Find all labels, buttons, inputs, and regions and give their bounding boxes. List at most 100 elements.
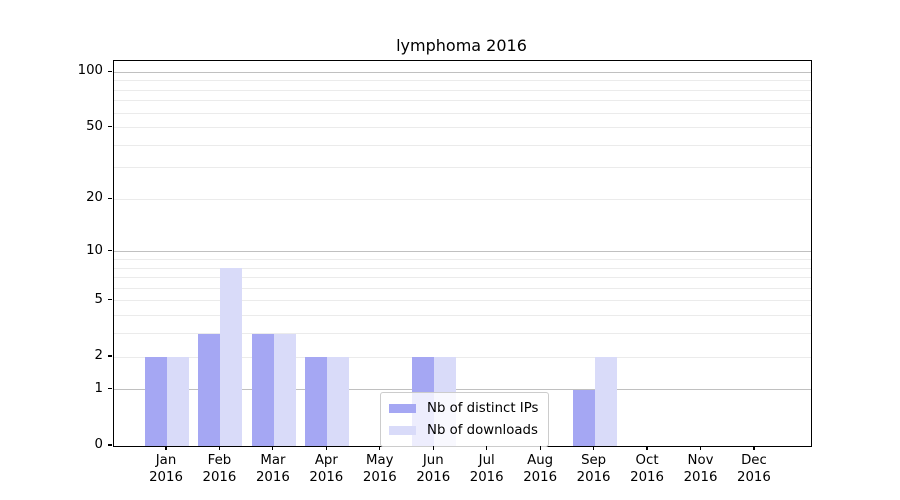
x-axis-tick-label-year: 2016 xyxy=(469,470,504,485)
gridline-minor xyxy=(114,259,811,261)
legend-label-nb-of-distinct-ips: Nb of distinct IPs xyxy=(427,401,539,416)
x-axis-tick-label-month: May xyxy=(366,453,394,468)
y-axis-tick-label: 2 xyxy=(94,348,103,364)
y-axis-tick-label: 100 xyxy=(77,63,103,79)
x-axis-tick-label: May 2016 xyxy=(348,452,412,486)
x-axis-tick-label: Jun 2016 xyxy=(401,452,465,486)
y-axis-tick-mark xyxy=(108,388,112,390)
x-axis-tick-label: Mar 2016 xyxy=(241,452,305,486)
gridline-minor xyxy=(114,356,811,358)
y-axis-tick-mark xyxy=(108,299,112,301)
gridline-minor xyxy=(114,287,811,289)
x-axis-tick-label: Jan 2016 xyxy=(134,452,198,486)
bar-nb-of-distinct-ips xyxy=(572,389,595,446)
gridline-minor xyxy=(114,315,811,317)
gridline-minor xyxy=(114,89,811,91)
y-axis-tick-label: 0 xyxy=(94,437,103,452)
legend-label-nb-of-downloads: Nb of downloads xyxy=(427,423,538,438)
bar-nb-of-distinct-ips xyxy=(305,357,328,446)
legend-entry-nb-of-distinct-ips: Nb of distinct IPs xyxy=(389,399,538,418)
legend-swatch-nb-of-downloads xyxy=(389,426,416,435)
y-axis-tick-mark xyxy=(108,70,112,72)
x-axis-tick-label-month: Feb xyxy=(207,453,232,468)
x-axis-tick-mark xyxy=(593,446,595,450)
x-axis-tick-mark xyxy=(272,446,274,450)
y-axis-tick-mark xyxy=(108,444,112,446)
bar-nb-of-downloads xyxy=(220,268,243,446)
x-axis-tick-label: Dec 2016 xyxy=(722,452,786,486)
y-axis-tick-label: 1 xyxy=(94,380,103,396)
y-axis-tick-label: 10 xyxy=(86,242,103,258)
gridline-minor xyxy=(114,267,811,269)
y-axis-tick-label: 50 xyxy=(86,118,103,134)
x-axis-tick-label: Oct 2016 xyxy=(615,452,679,486)
x-axis-tick-label-month: Jan xyxy=(155,453,177,468)
x-axis-tick-label-year: 2016 xyxy=(202,470,237,485)
x-axis-tick-mark xyxy=(753,446,755,450)
y-axis-tick-mark xyxy=(108,250,112,252)
bar-nb-of-downloads xyxy=(167,357,189,446)
x-axis-tick-label-month: Nov xyxy=(687,453,714,468)
x-axis-tick-label: Jul 2016 xyxy=(455,452,519,486)
x-axis-tick-label-year: 2016 xyxy=(416,470,451,485)
gridline-minor xyxy=(114,198,811,200)
gridline-minor xyxy=(114,277,811,279)
x-axis-tick-mark xyxy=(486,446,488,450)
gridline-minor xyxy=(114,333,811,335)
x-axis-tick-label-month: Oct xyxy=(635,453,659,468)
gridline-major xyxy=(114,251,811,253)
x-axis-tick-label-year: 2016 xyxy=(362,470,397,485)
x-axis-tick-label-year: 2016 xyxy=(576,470,611,485)
x-axis-tick-label-month: Apr xyxy=(314,453,338,468)
x-axis-tick-label-year: 2016 xyxy=(309,470,344,485)
x-axis-tick-mark xyxy=(646,446,648,450)
bar-nb-of-distinct-ips xyxy=(198,333,221,446)
x-axis-tick-label-month: Jul xyxy=(478,453,495,468)
gridline-major xyxy=(114,71,811,73)
x-axis-tick-label-month: Aug xyxy=(527,453,554,468)
legend-swatch-nb-of-distinct-ips xyxy=(389,404,416,413)
bar-nb-of-downloads xyxy=(594,357,617,446)
x-axis-tick-mark xyxy=(379,446,381,450)
plot-area: Nb of distinct IPs Nb of downloads xyxy=(113,60,812,447)
x-axis-tick-mark xyxy=(432,446,434,450)
x-axis-tick-mark xyxy=(218,446,221,450)
y-axis-tick-mark xyxy=(108,355,112,357)
x-axis-tick-label-year: 2016 xyxy=(683,470,718,485)
x-axis-tick-label-year: 2016 xyxy=(737,470,771,485)
y-axis-tick-mark xyxy=(108,197,112,199)
x-axis-tick-mark xyxy=(325,446,327,450)
gridline-minor xyxy=(114,100,811,102)
gridline-minor xyxy=(114,144,811,146)
x-axis-tick-label: Aug 2016 xyxy=(508,452,572,486)
legend-entry-nb-of-downloads: Nb of downloads xyxy=(389,421,538,440)
x-axis-tick-label-year: 2016 xyxy=(523,470,558,485)
chart-title: lymphoma 2016 xyxy=(396,36,527,55)
y-axis-tick-label: 5 xyxy=(94,291,103,307)
x-axis-tick-mark xyxy=(699,446,702,450)
x-axis-tick-label-month: Jun xyxy=(422,453,444,468)
x-axis-tick-label-year: 2016 xyxy=(149,470,183,485)
x-axis-tick-label-year: 2016 xyxy=(630,470,664,485)
y-axis-tick-mark xyxy=(108,125,112,128)
x-axis-tick-label-month: Mar xyxy=(260,453,286,468)
bar-nb-of-distinct-ips xyxy=(145,357,167,446)
legend: Nb of distinct IPs Nb of downloads xyxy=(380,392,550,447)
x-axis-tick-label-month: Dec xyxy=(741,453,767,468)
bar-nb-of-distinct-ips xyxy=(251,333,274,446)
x-axis-tick-mark xyxy=(165,446,167,450)
x-axis-tick-mark xyxy=(539,446,541,450)
x-axis-tick-label-year: 2016 xyxy=(255,470,290,485)
x-axis-tick-label: Apr 2016 xyxy=(294,452,358,486)
bar-nb-of-downloads xyxy=(327,357,350,446)
bar-nb-of-downloads xyxy=(273,333,296,446)
x-axis-tick-label: Nov 2016 xyxy=(669,452,733,486)
gridline-minor xyxy=(114,300,811,302)
x-axis-tick-label: Sep 2016 xyxy=(562,452,626,486)
x-axis-tick-label: Feb 2016 xyxy=(187,452,251,486)
y-axis-tick-label: 20 xyxy=(86,190,103,206)
gridline-minor xyxy=(114,80,811,82)
gridline-major xyxy=(114,389,811,391)
gridline-minor xyxy=(114,167,811,169)
